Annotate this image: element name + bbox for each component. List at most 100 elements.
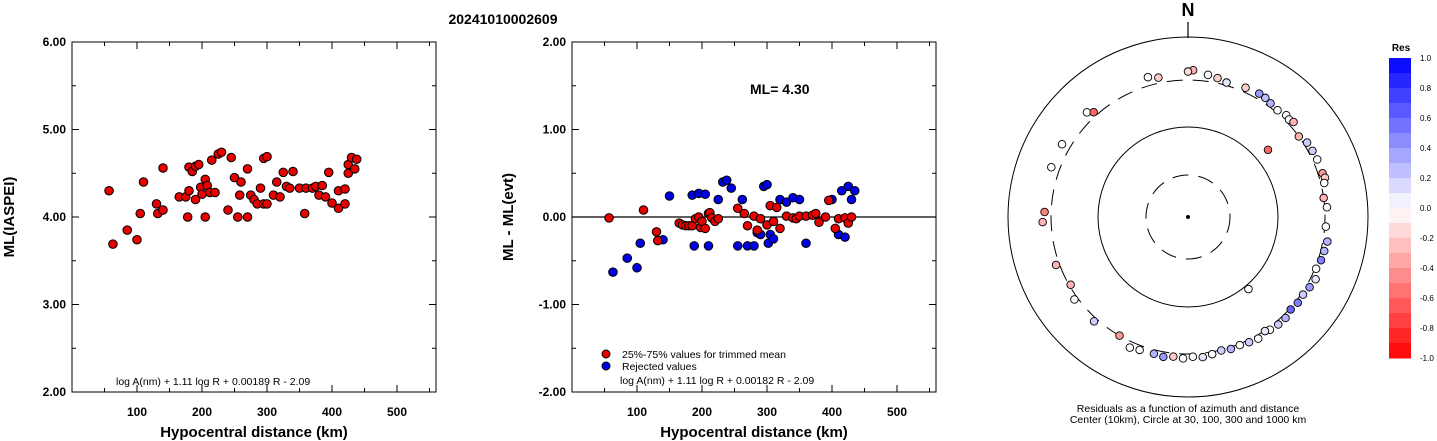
data-point bbox=[151, 199, 162, 209]
colorbar-blocks bbox=[1389, 58, 1411, 359]
figure-title: 20241010002609 bbox=[448, 11, 557, 27]
data-point bbox=[232, 212, 243, 222]
data-point bbox=[236, 177, 246, 187]
polar-point bbox=[1183, 67, 1193, 76]
polar-point bbox=[1244, 337, 1254, 347]
polar-point bbox=[1213, 73, 1222, 83]
rejected-point bbox=[794, 194, 805, 205]
trimmed-mean-point bbox=[830, 223, 841, 234]
polar-point bbox=[1273, 106, 1282, 115]
trimmed-mean-point bbox=[739, 208, 750, 219]
data-point bbox=[184, 185, 194, 196]
legend-label-trimmed-mean: 25%-75% values for trimmed mean bbox=[622, 349, 786, 361]
y-tick-label: 1.00 bbox=[543, 123, 567, 137]
colorbar-block bbox=[1389, 313, 1411, 329]
polar-point bbox=[1293, 298, 1303, 308]
data-point bbox=[288, 166, 298, 177]
data-point bbox=[138, 177, 149, 187]
colorbar-block bbox=[1389, 283, 1411, 299]
data-point bbox=[104, 185, 114, 196]
data-point bbox=[333, 203, 344, 214]
colorbar-tick-labels: 1.0 0.8 0.6 0.4 0.2 0.0 -0.2 -0.4 -0.6 -0.8 -1.0 bbox=[1420, 54, 1434, 363]
data-point bbox=[242, 164, 253, 174]
polar-point bbox=[1311, 264, 1321, 274]
colorbar-tick-label: -0.2 bbox=[1420, 234, 1434, 243]
colorbar-block bbox=[1389, 58, 1411, 74]
trimmed-mean-point bbox=[823, 195, 834, 206]
data-point bbox=[200, 212, 211, 222]
data-point bbox=[242, 212, 253, 222]
trimmed-mean-point bbox=[771, 202, 782, 213]
trimmed-mean-point bbox=[814, 217, 824, 228]
data-point bbox=[323, 167, 334, 178]
rejected-point bbox=[801, 238, 811, 249]
colorbar-title: Res bbox=[1392, 43, 1411, 54]
data-point bbox=[317, 180, 328, 191]
polar-point bbox=[1281, 313, 1290, 323]
rejected-point bbox=[843, 181, 854, 192]
colorbar-block bbox=[1389, 73, 1411, 89]
polar-point bbox=[1235, 340, 1245, 350]
polar-point bbox=[1115, 331, 1124, 340]
polar-point bbox=[1286, 305, 1295, 314]
north-label: N bbox=[1182, 0, 1195, 20]
colorbar-block bbox=[1389, 103, 1411, 119]
trimmed-mean-point bbox=[768, 216, 779, 227]
polar-point bbox=[1217, 346, 1226, 355]
x-tick-label: 400 bbox=[322, 405, 342, 419]
polar-point bbox=[1253, 334, 1263, 343]
data-point bbox=[320, 192, 331, 202]
distance-rings bbox=[1007, 36, 1369, 398]
middle-formula: log A(nm) + 1.11 log R + 0.00182 R - 2.0… bbox=[620, 375, 814, 387]
y-tick-label: 4.00 bbox=[43, 210, 67, 224]
colorbar-block bbox=[1389, 298, 1411, 314]
trimmed-mean-point bbox=[742, 220, 753, 231]
left-formula: log A(nm) + 1.11 log R + 0.00189 R - 2.0… bbox=[116, 376, 310, 388]
data-point bbox=[343, 168, 354, 179]
data-point bbox=[226, 152, 237, 163]
polar-point bbox=[1089, 108, 1098, 117]
polar-point bbox=[1169, 352, 1178, 361]
polar-point bbox=[1159, 352, 1168, 362]
rejected-point bbox=[762, 179, 772, 190]
polar-point bbox=[1222, 78, 1231, 87]
y-tick-label: 2.00 bbox=[543, 35, 567, 49]
polar-point bbox=[1038, 217, 1047, 227]
rejected-point bbox=[846, 194, 857, 205]
colorbar-block bbox=[1389, 268, 1411, 284]
rejected-point bbox=[721, 175, 732, 186]
x-tick-label: 200 bbox=[692, 405, 712, 419]
polar-point bbox=[1198, 352, 1207, 362]
polar-point bbox=[1125, 343, 1135, 352]
left-scatter-panel: 100 200 300 400 500 2.00 3.00 4.00 5.00 6.00 Hypo… bbox=[1, 35, 437, 441]
polar-point bbox=[1302, 138, 1312, 147]
middle-axes: 100 200 300 400 500 -2.00 -1.00 0.00 1.00 2.00 bbox=[539, 35, 936, 419]
legend-label-rejected: Rejected values bbox=[622, 361, 697, 373]
polar-point bbox=[1311, 274, 1320, 284]
data-point bbox=[135, 208, 146, 219]
polar-caption-line2: Center (10km), Circle at 30, 100, 300 an… bbox=[1070, 414, 1307, 426]
left-axes: 100 200 300 400 500 2.00 3.00 4.00 5.00 6.00 bbox=[43, 35, 436, 419]
polar-point bbox=[1294, 132, 1304, 141]
polar-point bbox=[1322, 203, 1332, 212]
rejected-point bbox=[849, 185, 860, 196]
data-point bbox=[271, 177, 282, 187]
polar-point bbox=[1273, 320, 1283, 329]
polar-point bbox=[1226, 344, 1236, 354]
x-tick-label: 200 bbox=[192, 405, 212, 419]
polar-point bbox=[1319, 178, 1329, 188]
polar-point bbox=[1308, 146, 1317, 156]
data-point bbox=[278, 167, 289, 178]
trimmed-mean-point bbox=[846, 212, 857, 222]
ring-30km bbox=[1145, 174, 1231, 260]
rejected-point bbox=[781, 197, 792, 207]
polar-point bbox=[1316, 255, 1326, 265]
x-tick-label: 100 bbox=[627, 405, 647, 419]
polar-point bbox=[1260, 326, 1270, 336]
trimmed-mean-point bbox=[651, 227, 662, 237]
colorbar-block bbox=[1389, 253, 1411, 269]
ring-1000km bbox=[1007, 36, 1369, 398]
rejected-point bbox=[726, 183, 737, 193]
trimmed-mean-point bbox=[604, 213, 614, 223]
data-point bbox=[284, 183, 295, 193]
